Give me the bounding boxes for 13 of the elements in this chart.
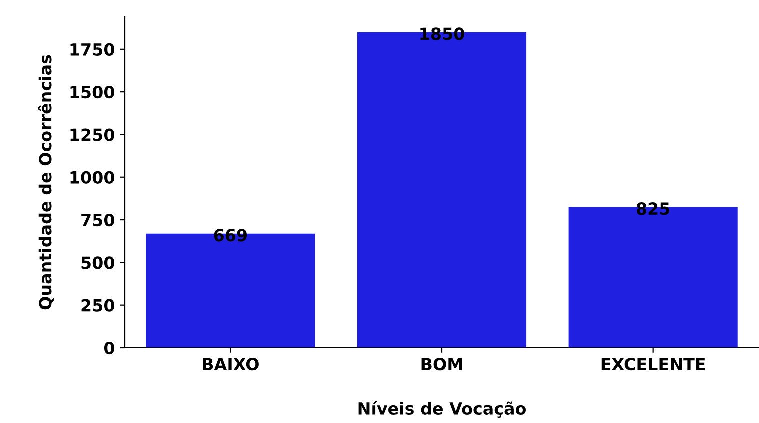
y-tick-label: 750: [82, 214, 114, 227]
y-tick-label: 250: [82, 299, 114, 312]
x-tick-label: BOM: [422, 358, 462, 371]
x-tick-label: EXCELENTE: [602, 358, 706, 371]
x-tick-label: BAIXO: [203, 358, 259, 371]
y-tick-label: 0: [104, 342, 114, 355]
y-tick-label: 1000: [70, 171, 114, 184]
y-tick-label: 1500: [70, 86, 114, 99]
y-tick-label: 1750: [70, 43, 114, 56]
x-axis-title: Níveis de Vocação: [358, 401, 526, 418]
y-tick-label: 1250: [70, 128, 114, 142]
y-tick-label: 500: [82, 256, 114, 270]
y-axis-title: Quantidade de Ocorrências: [38, 55, 54, 310]
